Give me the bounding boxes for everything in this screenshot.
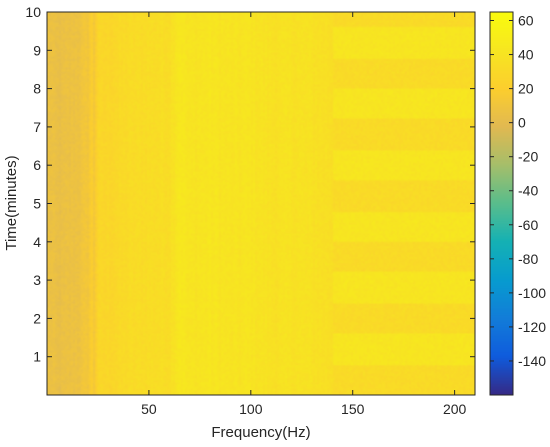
colorbar-tick-label: 20 [518,81,534,97]
y-axis-ticks: 1 2 3 4 5 6 7 8 9 10 [25,4,475,365]
x-tick-label: 100 [239,401,263,417]
x-tick-label: 150 [341,401,365,417]
y-tick-label: 5 [33,196,41,212]
y-tick-label: 3 [33,272,41,288]
y-tick-label: 6 [33,157,41,173]
colorbar-tick-label: -60 [518,217,538,233]
y-tick-label: 7 [33,119,41,135]
colorbar-tick-label: 0 [518,115,526,131]
spectrogram-heatmap [47,12,475,395]
y-tick-label: 8 [33,81,41,97]
colorbar-tick-label: 60 [518,13,534,29]
x-tick-label: 50 [141,401,157,417]
y-tick-label: 9 [33,42,41,58]
y-tick-label: 10 [25,4,41,20]
colorbar-tick-label: -20 [518,149,538,165]
y-tick-label: 1 [33,349,41,365]
colorbar-tick-label: 40 [518,47,534,63]
colorbar-tick-label: -100 [518,285,546,301]
x-axis-ticks: 50 100 150 200 [141,12,467,417]
x-tick-label: 200 [443,401,467,417]
colorbar-tick-label: -140 [518,353,546,369]
colorbar: 60 40 20 0 -20 -40 -60 -80 -100 -120 -140 [489,11,546,396]
colorbar-tick-label: -80 [518,251,538,267]
y-tick-label: 4 [33,234,41,250]
colorbar-tick-label: -120 [518,319,546,335]
x-axis-title: Frequency(Hz) [211,424,310,441]
colorbar-ticks: 60 40 20 0 -20 -40 -60 -80 -100 -120 -140 [490,13,546,369]
y-axis-title: Time(minutes) [3,155,20,250]
colorbar-frame [489,11,514,396]
colorbar-gradient [490,12,513,395]
y-tick-label: 2 [33,310,41,326]
colorbar-tick-label: -40 [518,183,538,199]
plot-area: 50 100 150 200 1 2 3 4 5 6 7 8 9 10 Frequency(Hz) Ti… [3,4,476,441]
